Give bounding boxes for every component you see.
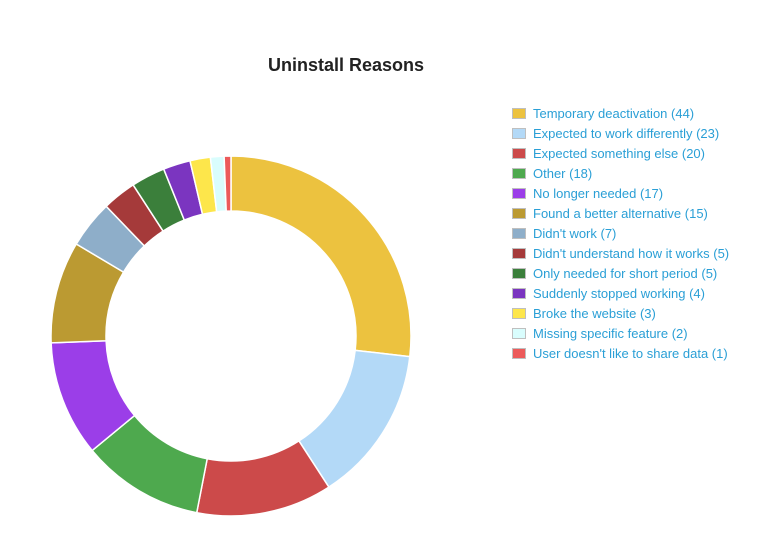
legend-label: Didn't work (7) (533, 225, 617, 241)
donut-slice-0[interactable] (230, 155, 412, 358)
legend-label: Suddenly stopped working (4) (533, 285, 705, 301)
legend-swatch (512, 107, 526, 119)
legend-item-11[interactable]: Missing specific feature (2) (512, 323, 729, 343)
legend-label: Expected something else (20) (533, 145, 705, 161)
legend-item-3[interactable]: Other (18) (512, 163, 729, 183)
legend-item-9[interactable]: Suddenly stopped working (4) (512, 283, 729, 303)
legend-label: Missing specific feature (2) (533, 325, 688, 341)
legend-swatch (512, 207, 526, 219)
legend-label: Temporary deactivation (44) (533, 105, 695, 121)
legend-swatch (512, 247, 526, 259)
legend-item-7[interactable]: Didn't understand how it works (5) (512, 243, 729, 263)
chart-title: Uninstall Reasons (267, 55, 425, 75)
legend-item-2[interactable]: Expected something else (20) (512, 143, 729, 163)
chart-legend: Temporary deactivation (44) Expected to w… (512, 103, 729, 363)
legend-item-12[interactable]: User doesn't like to share data (1) (512, 343, 729, 363)
legend-item-6[interactable]: Didn't work (7) (512, 223, 729, 243)
legend-label: Found a better alternative (15) (533, 205, 708, 221)
donut-slice-12[interactable] (223, 155, 232, 212)
legend-label: No longer needed (17) (533, 185, 664, 201)
legend-swatch (512, 187, 526, 199)
legend-label: Expected to work differently (23) (533, 125, 720, 141)
legend-item-1[interactable]: Expected to work differently (23) (512, 123, 729, 143)
legend-swatch (512, 347, 526, 359)
legend-item-8[interactable]: Only needed for short period (5) (512, 263, 729, 283)
legend-item-5[interactable]: Found a better alternative (15) (512, 203, 729, 223)
legend-swatch (512, 307, 526, 319)
legend-swatch (512, 267, 526, 279)
legend-item-4[interactable]: No longer needed (17) (512, 183, 729, 203)
legend-swatch (512, 147, 526, 159)
legend-label: Broke the website (3) (533, 305, 656, 321)
legend-swatch (512, 167, 526, 179)
legend-label: Only needed for short period (5) (533, 265, 718, 281)
legend-label: User doesn't like to share data (1) (533, 345, 728, 361)
legend-item-10[interactable]: Broke the website (3) (512, 303, 729, 323)
legend-swatch (512, 127, 526, 139)
legend-swatch (512, 227, 526, 239)
legend-swatch (512, 327, 526, 339)
legend-label: Other (18) (533, 165, 593, 181)
legend-item-0[interactable]: Temporary deactivation (44) (512, 103, 729, 123)
legend-label: Didn't understand how it works (5) (533, 245, 730, 261)
legend-swatch (512, 287, 526, 299)
